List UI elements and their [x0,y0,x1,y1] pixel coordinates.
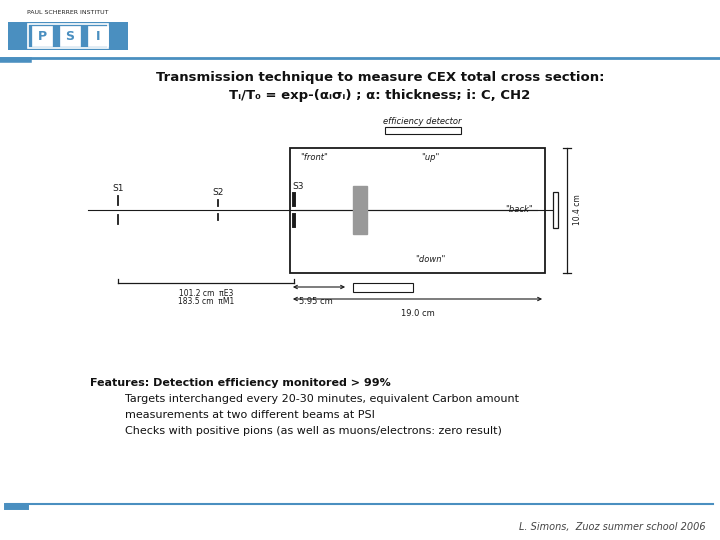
Text: S: S [66,30,74,43]
Text: Transmission technique to measure CEX total cross section:: Transmission technique to measure CEX to… [156,71,604,84]
Bar [8,22,128,50]
Text: PAUL SCHERRER INSTITUT: PAUL SCHERRER INSTITUT [27,10,109,15]
Bar [60,26,80,46]
Bar [32,26,52,46]
Text: I: I [96,30,100,43]
Text: "up": "up" [421,153,439,163]
Text: S1: S1 [112,184,124,193]
Bar [353,283,413,292]
Text: Tᵢ/T₀ = exp-(αᵢσᵢ) ; α: thickness; i: C, CH2: Tᵢ/T₀ = exp-(αᵢσᵢ) ; α: thickness; i: C,… [230,89,531,102]
Text: efficiency detector: efficiency detector [383,117,462,126]
Text: S3: S3 [292,182,304,191]
Text: 183.5 cm  πM1: 183.5 cm πM1 [178,297,234,306]
Text: measurements at two different beams at PSI: measurements at two different beams at P… [90,410,375,420]
Text: Checks with positive pions (as well as muons/electrons: zero result): Checks with positive pions (as well as m… [90,426,502,436]
Text: L. Simons,  Zuoz summer school 2006: L. Simons, Zuoz summer school 2006 [519,522,706,532]
Bar [28,24,108,48]
Text: S2: S2 [212,188,224,197]
Text: 10.4 cm: 10.4 cm [573,194,582,225]
Text: "back": "back" [505,206,533,214]
Text: 19.0 cm: 19.0 cm [400,309,434,318]
Text: P: P [37,30,47,43]
Bar [290,148,545,273]
Text: "down": "down" [415,254,446,264]
Bar [88,26,108,46]
Text: Targets interchanged every 20-30 minutes, equivalent Carbon amount: Targets interchanged every 20-30 minutes… [90,394,519,404]
Text: Features: Detection efficiency monitored > 99%: Features: Detection efficiency monitored… [90,378,391,388]
Text: 101.2 cm  πE3: 101.2 cm πE3 [179,289,233,298]
Bar [384,127,461,134]
Text: 5.95 cm: 5.95 cm [300,297,333,306]
Bar [553,192,558,228]
Bar [353,186,367,234]
Text: "front": "front" [300,153,328,163]
